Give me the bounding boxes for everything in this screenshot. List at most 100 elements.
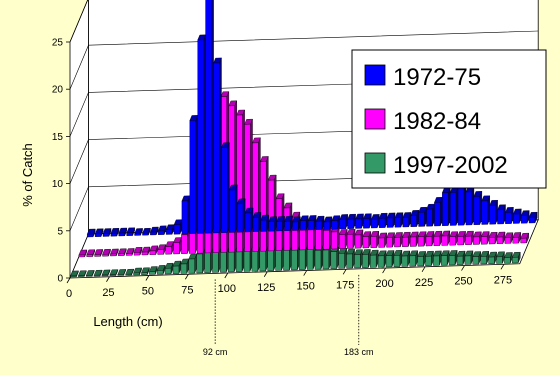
bar-1972-75-100: [244, 207, 254, 233]
bar-1972-75-25: [126, 227, 135, 236]
bar-1997-2002-170: [338, 248, 348, 269]
bar-1972-75-275: [520, 210, 530, 224]
bar-1997-2002-240: [448, 250, 458, 266]
bar-1972-75-145: [315, 215, 325, 230]
bar-1997-2002-60: [164, 262, 174, 275]
y-tick-label: 15: [52, 132, 64, 143]
bar-1972-75-160: [339, 214, 349, 230]
legend-entry: 1982-84: [393, 108, 481, 135]
series-1972-75: [86, 0, 538, 238]
bar-1972-75-205: [410, 210, 420, 227]
bar-1997-2002-245: [456, 250, 466, 265]
y-tick-label: 10: [52, 179, 64, 190]
bar-1982-84-5: [86, 249, 96, 257]
x-tick-label: 50: [142, 286, 154, 298]
bar-1972-75-40: [150, 226, 159, 236]
bar-1972-75-220: [434, 197, 443, 227]
bar-1972-75-95: [236, 198, 246, 233]
bar-1972-75-245: [473, 191, 483, 225]
bar-1982-84-40: [141, 246, 151, 256]
bar-1982-84-260: [488, 232, 498, 245]
legend-swatch: [364, 64, 386, 86]
bar-1972-75-60: [181, 195, 191, 235]
bar-1982-84-110: [252, 137, 261, 252]
bar-1972-75-125: [284, 215, 293, 231]
bar-1997-2002-230: [433, 250, 442, 266]
bar-1972-75-0: [86, 228, 96, 238]
bar-1997-2002-280: [511, 251, 521, 264]
bar-1982-84-265: [496, 231, 506, 244]
bar-1972-75-30: [134, 228, 143, 236]
x-tick-label: 275: [494, 274, 512, 286]
bar-1972-75-90: [228, 184, 238, 233]
bar-1982-84-280: [520, 232, 529, 244]
bar-1982-84-250: [473, 231, 482, 245]
x-tick-mark: [303, 270, 308, 276]
bar-1972-75-195: [394, 212, 404, 228]
bar-1982-84-50: [157, 244, 167, 255]
bar-1972-75-15: [110, 228, 120, 237]
x-tick-mark: [145, 275, 150, 281]
bar-1997-2002-180: [354, 249, 363, 269]
x-tick-label: 75: [181, 284, 193, 296]
x-tick-mark: [224, 272, 229, 279]
bar-1982-84-115: [259, 156, 269, 252]
bar-1982-84-205: [402, 231, 411, 247]
bar-1997-2002-255: [472, 251, 482, 265]
bar-1997-2002-50: [149, 266, 158, 275]
annotation-label: 92 cm: [203, 347, 228, 357]
bar-1972-75-55: [173, 219, 183, 235]
bar-1972-75-130: [292, 216, 301, 231]
bar-1972-75-120: [276, 216, 285, 232]
x-tick-label: 25: [102, 287, 114, 299]
bar-1997-2002-45: [141, 267, 150, 275]
bar-1997-2002-40: [133, 267, 142, 276]
bar-1997-2002-215: [409, 250, 419, 267]
bar-1982-84-35: [133, 247, 143, 256]
x-tick-label: 125: [257, 282, 275, 294]
bar-1982-84-190: [378, 232, 387, 248]
bar-1997-2002-210: [401, 250, 411, 267]
bar-1972-75-150: [323, 216, 333, 230]
bar-1972-75-80: [213, 57, 222, 234]
axes-group: 0 5 10 15 20 25 % of Catch 0 25 50 75 100 125 150 175 2…: [20, 38, 512, 358]
bar-1972-75-225: [441, 187, 451, 226]
bar-1972-75-240: [465, 186, 475, 226]
bar-1997-2002-185: [362, 249, 371, 268]
bar-1972-75-5: [94, 228, 104, 237]
bar-1982-84-185: [370, 231, 380, 248]
x-tick-mark: [500, 264, 505, 270]
bar-1997-2002-260: [480, 251, 490, 265]
bar-1972-75-200: [402, 212, 412, 228]
bar-1972-75-165: [347, 213, 356, 229]
bar-1972-75-230: [449, 187, 459, 226]
y-axis-label: % of Catch: [20, 143, 35, 207]
bar-1997-2002-30: [117, 269, 127, 276]
bar-1972-75-135: [299, 215, 309, 231]
bar-1982-84-60: [173, 237, 182, 255]
bar-1982-84-240: [457, 231, 466, 246]
bar-1982-84-15: [102, 248, 111, 257]
bar-1972-75-75: [205, 0, 214, 234]
bar-1997-2002-275: [504, 252, 513, 264]
y-tick-label: 20: [52, 85, 64, 96]
bar-1997-2002-250: [464, 250, 474, 265]
x-tick-label: 200: [375, 278, 393, 290]
bar-1997-2002-195: [377, 250, 387, 268]
legend: 1972-75 1982-84 1997-2002: [351, 49, 547, 189]
bar-1972-75-210: [418, 206, 427, 227]
y-tick-label: 25: [52, 38, 64, 49]
x-tick-label: 175: [336, 279, 354, 291]
x-axis-label: Length (cm): [93, 314, 162, 329]
bar-1982-84-220: [425, 231, 435, 247]
bar-1982-84-210: [409, 231, 419, 247]
bar-1982-84-25: [117, 248, 127, 256]
bar-1997-2002-175: [346, 248, 355, 269]
bar-1997-2002-165: [330, 246, 340, 269]
bar-1997-2002-75: [188, 253, 198, 274]
bar-1997-2002-0: [70, 270, 79, 278]
bar-1982-84-225: [433, 230, 443, 246]
bar-1997-2002-200: [385, 250, 395, 268]
bar-1997-2002-5: [78, 270, 87, 277]
bar-1972-75-110: [260, 214, 270, 232]
